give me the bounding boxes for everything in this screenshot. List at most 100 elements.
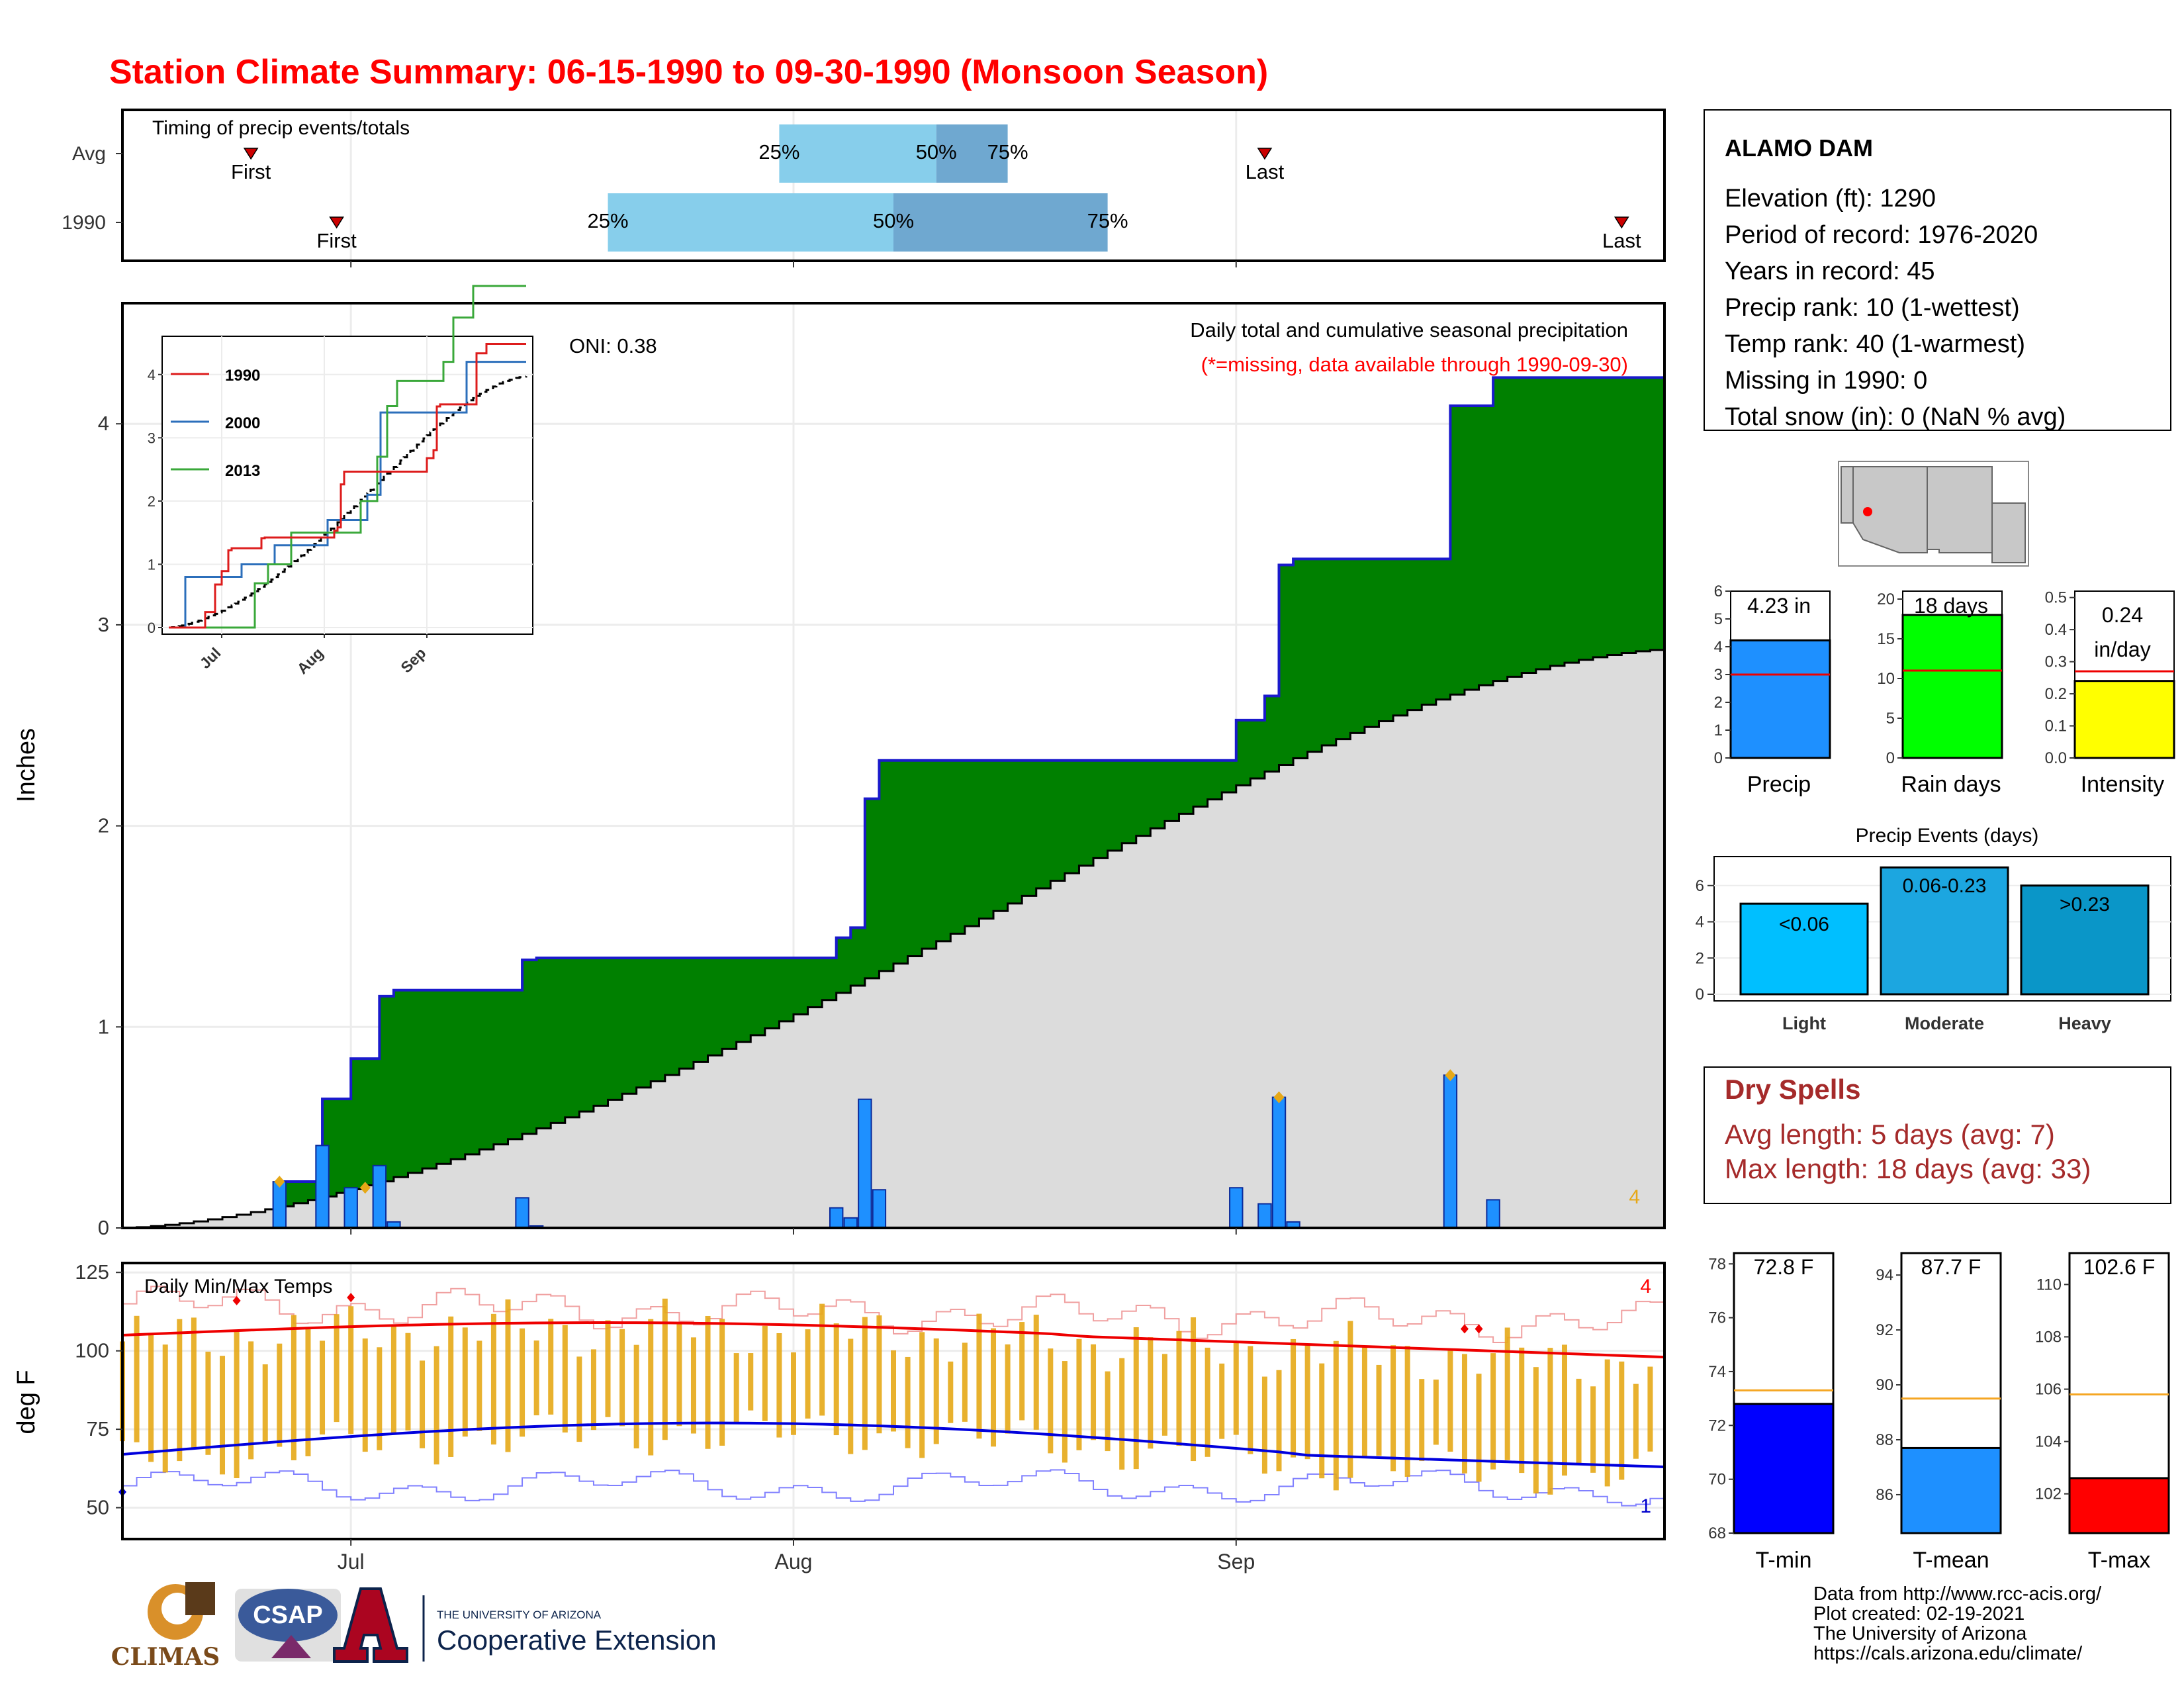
- temp-range-bar-69: [1105, 1371, 1111, 1452]
- timing-last-label-1990: Last: [1602, 229, 1641, 252]
- normal-low-line: [122, 1421, 1665, 1469]
- temp-range-bar-25: [477, 1340, 482, 1431]
- temp-record-low-count: 1: [1640, 1495, 1651, 1517]
- timing-heading: Timing of precip events/totals: [152, 117, 410, 139]
- tstat-label-tmin: T-min: [1756, 1548, 1812, 1573]
- temp-range-bar-45: [762, 1325, 768, 1421]
- tstat-ytick-label-0-0: 68: [1708, 1524, 1726, 1542]
- temp-range-bar-75: [1191, 1317, 1197, 1462]
- record-high-marker-0: [232, 1295, 241, 1305]
- station-line-period: Period of record: 1976-2020: [1725, 221, 2038, 249]
- temp-range-bar-4: [177, 1319, 183, 1462]
- temp-range-bar-78: [1233, 1342, 1239, 1435]
- daily-precip-bar-0: [272, 1181, 287, 1229]
- temp-range-bar-30: [548, 1319, 554, 1415]
- precip-ytick-label-3: 3: [98, 613, 109, 636]
- inset-line-1990: [169, 343, 526, 629]
- precip-events-title: Precip Events (days): [1856, 825, 2039, 847]
- temp-range-bar-2: [148, 1334, 154, 1462]
- precip-ytick-label-4: 4: [98, 412, 109, 435]
- temp-range-bar-20: [405, 1333, 411, 1430]
- temp-range-bar-73: [1161, 1354, 1167, 1436]
- temp-axis: 50 75 100 125 Jul Aug Sep: [75, 1260, 1255, 1573]
- temp-range-bar-100: [1547, 1348, 1553, 1495]
- temp-range-bar-53: [876, 1315, 882, 1434]
- temp-range-bar-67: [1076, 1338, 1082, 1450]
- temp-range-bar-38: [662, 1298, 668, 1440]
- temp-range-bar-9: [248, 1341, 254, 1460]
- temp-range-bar-17: [362, 1338, 368, 1452]
- precip-ytick-label-2: 2: [98, 814, 109, 837]
- temp-range-bar-61: [991, 1328, 997, 1447]
- csap-logo: CSAP: [235, 1589, 341, 1662]
- stat-ytick-label-2-4: 0.4: [2045, 621, 2067, 639]
- temp-range-bar-57: [933, 1338, 939, 1444]
- timing-first-marker-avg: [243, 148, 259, 160]
- temp-range-bar-87: [1361, 1346, 1367, 1458]
- temp-xtick-label-1: Aug: [775, 1550, 813, 1573]
- daily-precip-bar-8: [843, 1217, 858, 1229]
- temp-range-bar-35: [619, 1329, 625, 1427]
- inset-ytick-label-2: 2: [148, 493, 156, 510]
- temp-range-bar-62: [1005, 1344, 1011, 1434]
- temp-stats-bars: 68 70 72 74 76 78 86 88 90 92 94 102 104 106 108 110: [1708, 1252, 2170, 1542]
- timing-label-q25-avg: 25%: [758, 140, 799, 164]
- stat-ytick-label-1-4: 20: [1877, 590, 1895, 608]
- temp-range-bar-37: [648, 1319, 654, 1456]
- timing-label-q25-1990: 25%: [587, 209, 628, 232]
- temp-range-bar-88: [1376, 1364, 1382, 1456]
- tstat-ytick-label-2-3: 108: [2035, 1329, 2062, 1346]
- temp-range-bar-107: [1647, 1366, 1653, 1452]
- daily-precip-bar-5: [515, 1197, 529, 1229]
- stat-value-precip: 4.23 in: [1747, 594, 1811, 618]
- tstat-ytick-label-1-0: 86: [1876, 1486, 1893, 1504]
- timing-last-marker-1990: [1614, 216, 1629, 229]
- station-marker: [1863, 507, 1872, 516]
- temp-series: [118, 1286, 1665, 1507]
- map-new-mexico: [1927, 466, 1993, 553]
- figure-title: Station Climate Summary: 06-15-1990 to 0…: [109, 53, 1268, 91]
- record-day-marker-3: [1445, 1069, 1456, 1082]
- record-high-marker-3: [1475, 1324, 1483, 1334]
- stat-ytick-label-0-0: 0: [1714, 749, 1723, 767]
- temp-range-bar-12: [291, 1315, 296, 1461]
- tstat-value-tmax: 102.6 F: [2083, 1255, 2156, 1279]
- temp-range-bar-50: [833, 1323, 839, 1436]
- dry-spells-max: Max length: 18 days (avg: 33): [1725, 1153, 2091, 1184]
- precip-series: [122, 376, 1666, 1229]
- timing-label-q75-1990: 75%: [1087, 209, 1128, 232]
- tstat-ytick-label-2-1: 104: [2035, 1433, 2062, 1451]
- record-day-marker-0: [274, 1176, 285, 1188]
- dry-spells-box: Dry Spells Avg length: 5 days (avg: 7) M…: [1704, 1066, 2171, 1204]
- temp-range-bar-3: [162, 1344, 168, 1473]
- temp-range-bar-97: [1504, 1327, 1510, 1460]
- tstat-ytick-label-2-0: 102: [2035, 1485, 2062, 1503]
- tstat-ytick-label-0-1: 70: [1708, 1471, 1726, 1489]
- inset-ytick-label-4: 4: [148, 367, 156, 383]
- timing-row-label-avg: Avg: [72, 143, 106, 165]
- temp-record-high-count: 4: [1640, 1276, 1651, 1297]
- timing-first-marker-1990: [329, 216, 344, 229]
- timing-bar-q50-q75-1990: [893, 193, 1108, 252]
- event-label-heavy: >0.23: [2060, 894, 2110, 915]
- temp-range-bar-7: [220, 1356, 226, 1475]
- stat-label-raindays: Rain days: [1901, 772, 2001, 797]
- precip-ytick-label-1: 1: [98, 1015, 109, 1038]
- inset-legend-2000: 2000: [225, 414, 260, 432]
- temp-range-bar-64: [1033, 1315, 1039, 1430]
- temp-range-bar-74: [1176, 1331, 1182, 1446]
- temp-ytick-label-0: 50: [87, 1496, 109, 1519]
- inset-legend-1990: 1990: [225, 367, 260, 385]
- temp-range-bar-63: [1019, 1322, 1025, 1421]
- temp-range-bar-98: [1519, 1347, 1525, 1474]
- tstat-ytick-label-0-4: 76: [1708, 1309, 1726, 1327]
- precip-y-label: Inches: [13, 728, 40, 802]
- temp-range-bar-51: [848, 1338, 854, 1454]
- stat-ytick-label-2-0: 0.0: [2045, 749, 2067, 767]
- temp-range-bar-26: [490, 1313, 496, 1445]
- stat-ytick-label-1-0: 0: [1886, 749, 1895, 767]
- temp-range-bar-34: [605, 1320, 611, 1417]
- record-high-marker-2: [1460, 1324, 1469, 1334]
- temp-range-bar-31: [562, 1325, 568, 1433]
- events-ytick-label-2: 4: [1696, 914, 1704, 931]
